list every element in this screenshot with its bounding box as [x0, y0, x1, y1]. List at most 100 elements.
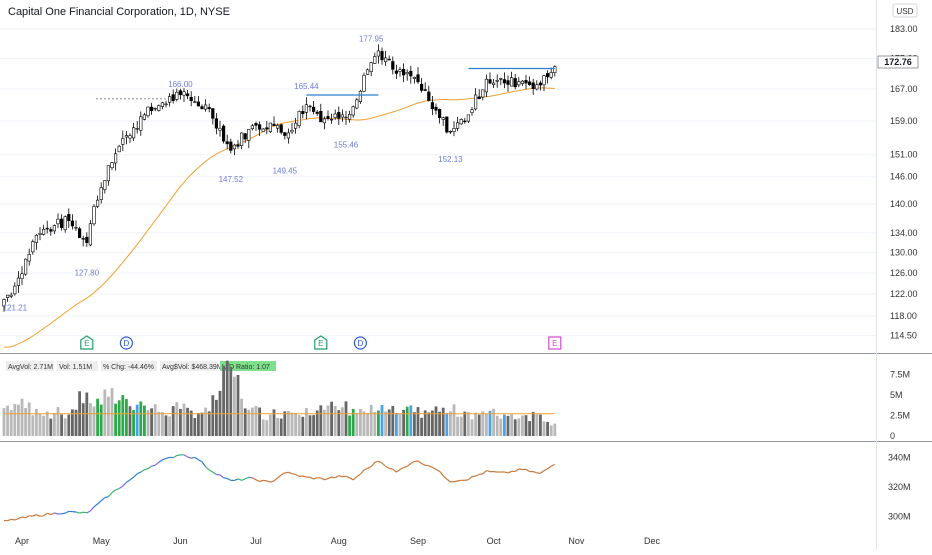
candle-body[interactable] [305, 105, 308, 113]
candle-body[interactable] [456, 123, 459, 128]
candle-body[interactable] [140, 117, 143, 130]
candle-body[interactable] [287, 133, 290, 138]
candle-body[interactable] [251, 126, 254, 129]
candle-body[interactable] [485, 79, 488, 92]
candle-body[interactable] [431, 103, 434, 109]
candle-body[interactable] [60, 219, 63, 228]
candle-body[interactable] [446, 117, 449, 132]
candle-body[interactable] [10, 295, 13, 296]
candle-body[interactable] [330, 119, 333, 120]
candle-body[interactable] [554, 67, 557, 73]
candle-body[interactable] [356, 100, 359, 108]
candle-body[interactable] [366, 70, 369, 75]
candle-body[interactable] [338, 112, 341, 118]
candle-body[interactable] [111, 163, 114, 168]
candle-body[interactable] [6, 295, 9, 298]
candle-body[interactable] [197, 102, 200, 106]
candle-body[interactable] [237, 145, 240, 147]
candle-body[interactable] [492, 83, 495, 85]
candle-body[interactable] [230, 142, 233, 151]
candle-body[interactable] [190, 97, 193, 100]
candle-body[interactable] [395, 71, 398, 73]
candle-body[interactable] [172, 95, 175, 101]
candle-body[interactable] [435, 107, 438, 110]
candle-body[interactable] [510, 78, 513, 86]
candle-body[interactable] [291, 130, 294, 132]
candle-body[interactable] [518, 82, 521, 85]
candle-body[interactable] [233, 145, 236, 149]
candle-body[interactable] [114, 154, 117, 163]
candle-body[interactable] [215, 119, 218, 129]
candle-body[interactable] [96, 200, 99, 206]
candle-body[interactable] [165, 104, 168, 105]
candle-body[interactable] [39, 233, 42, 234]
candle-body[interactable] [320, 111, 323, 122]
candle-body[interactable] [352, 107, 355, 115]
candle-body[interactable] [539, 83, 542, 85]
candle-body[interactable] [132, 128, 135, 138]
candle-body[interactable] [150, 107, 153, 111]
candle-body[interactable] [514, 78, 517, 86]
candle-body[interactable] [248, 129, 251, 140]
candle-body[interactable] [204, 105, 207, 109]
candle-body[interactable] [161, 103, 164, 107]
candle-body[interactable] [179, 91, 182, 95]
candle-body[interactable] [298, 111, 301, 125]
candle-body[interactable] [323, 119, 326, 123]
candle-body[interactable] [381, 51, 384, 59]
candle-body[interactable] [86, 237, 89, 242]
candle-body[interactable] [417, 75, 420, 82]
candle-body[interactable] [474, 95, 477, 109]
candle-body[interactable] [536, 85, 539, 89]
candle-body[interactable] [449, 131, 452, 132]
candle-body[interactable] [316, 112, 319, 113]
candle-body[interactable] [503, 80, 506, 83]
candle-body[interactable] [68, 214, 71, 220]
candle-body[interactable] [348, 114, 351, 119]
candle-body[interactable] [32, 242, 35, 252]
candle-body[interactable] [125, 136, 128, 138]
candle-body[interactable] [129, 136, 132, 138]
candle-body[interactable] [284, 133, 287, 136]
candle-body[interactable] [550, 72, 553, 77]
candle-body[interactable] [82, 238, 85, 239]
candle-body[interactable] [57, 219, 60, 224]
candle-body[interactable] [478, 97, 481, 99]
candle-body[interactable] [528, 82, 531, 85]
candle-body[interactable] [53, 226, 56, 231]
candle-body[interactable] [64, 217, 67, 230]
candle-body[interactable] [532, 83, 535, 89]
candle-body[interactable] [399, 70, 402, 72]
candle-body[interactable] [89, 224, 92, 245]
candle-body[interactable] [258, 125, 261, 130]
candle-body[interactable] [500, 78, 503, 79]
candle-body[interactable] [309, 106, 312, 107]
candle-body[interactable] [100, 187, 103, 199]
candle-body[interactable] [406, 72, 409, 73]
candle-body[interactable] [420, 84, 423, 90]
candle-body[interactable] [222, 126, 225, 141]
candle-body[interactable] [359, 91, 362, 101]
candle-body[interactable] [388, 59, 391, 60]
candle-body[interactable] [489, 80, 492, 84]
candle-body[interactable] [453, 128, 456, 131]
candle-body[interactable] [14, 286, 17, 294]
candle-body[interactable] [240, 133, 243, 146]
candle-body[interactable] [71, 221, 74, 226]
candle-body[interactable] [75, 227, 78, 228]
candle-body[interactable] [402, 69, 405, 75]
candle-body[interactable] [442, 118, 445, 120]
candle-body[interactable] [154, 108, 157, 109]
candle-body[interactable] [50, 230, 53, 232]
candle-body[interactable] [93, 206, 96, 223]
candle-body[interactable] [370, 63, 373, 72]
candle-body[interactable] [194, 102, 197, 103]
candle-body[interactable] [327, 116, 330, 118]
candle-body[interactable] [341, 115, 344, 117]
candle-body[interactable] [438, 109, 441, 117]
candle-body[interactable] [136, 128, 139, 129]
candle-body[interactable] [17, 278, 20, 285]
candle-body[interactable] [384, 58, 387, 62]
candle-body[interactable] [24, 259, 27, 274]
